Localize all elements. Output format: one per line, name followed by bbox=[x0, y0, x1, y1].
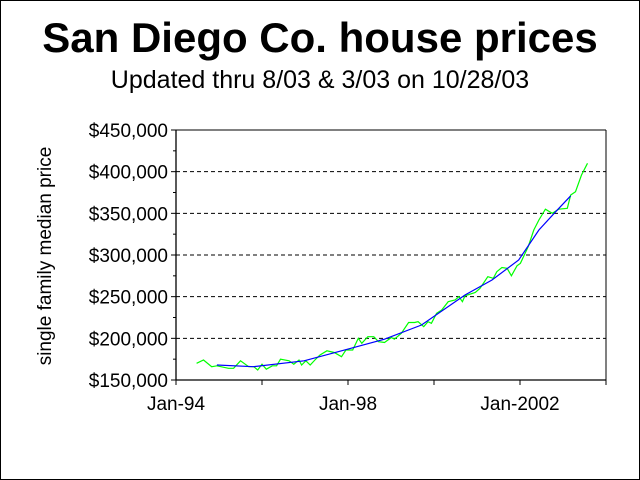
y-tick-label: $200,000 bbox=[89, 329, 168, 350]
x-tick-label: Jan-98 bbox=[319, 394, 377, 415]
series-line-trend bbox=[216, 195, 572, 368]
y-tick-label: $450,000 bbox=[89, 121, 168, 142]
chart-title: San Diego Co. house prices bbox=[42, 14, 598, 61]
x-tick-label: Jan-2002 bbox=[480, 394, 559, 415]
chart-subtitle: Updated thru 8/03 & 3/03 on 10/28/03 bbox=[110, 66, 530, 94]
series-line-monthly-median bbox=[196, 163, 589, 371]
y-tick-label: $350,000 bbox=[89, 204, 168, 225]
y-tick-label: $300,000 bbox=[89, 246, 168, 267]
x-tick-label: Jan-94 bbox=[147, 394, 206, 415]
y-tick-label: $400,000 bbox=[89, 163, 168, 184]
y-tick-label: $150,000 bbox=[89, 371, 168, 392]
y-tick-label: $250,000 bbox=[89, 288, 168, 309]
y-axis-label: single family median price bbox=[35, 147, 56, 366]
